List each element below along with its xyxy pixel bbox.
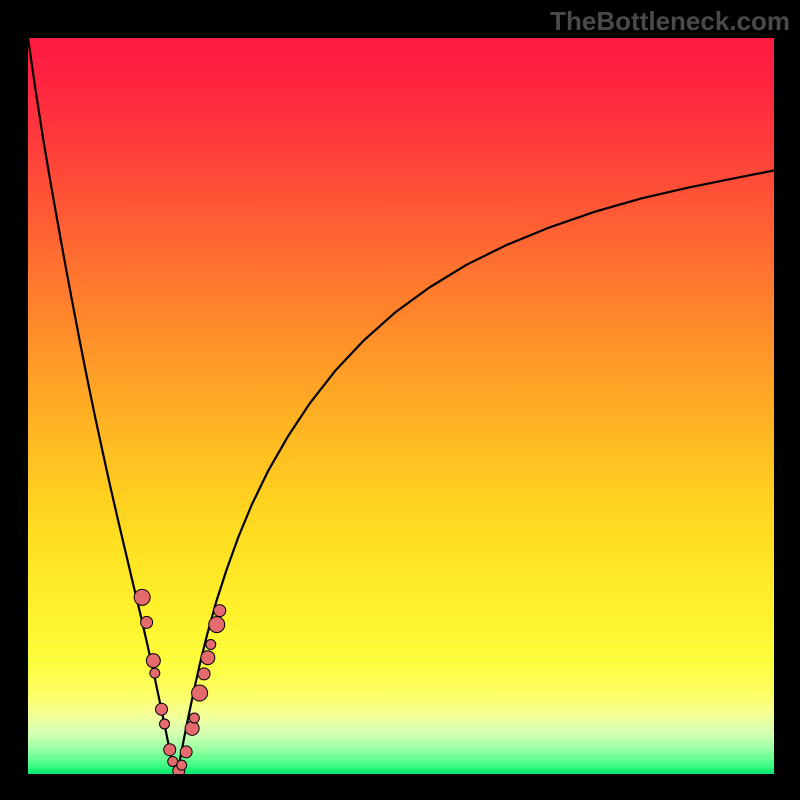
data-marker	[134, 589, 150, 605]
plot-area	[28, 38, 774, 774]
data-marker	[192, 685, 208, 701]
data-marker	[177, 760, 187, 770]
data-marker	[160, 719, 170, 729]
data-marker	[180, 746, 192, 758]
data-marker	[214, 605, 226, 617]
data-marker	[150, 668, 160, 678]
data-marker	[146, 654, 160, 668]
chart-frame: TheBottleneck.com	[0, 0, 800, 800]
watermark-text: TheBottleneck.com	[550, 6, 790, 37]
data-marker	[156, 703, 168, 715]
data-marker	[164, 744, 176, 756]
bottleneck-chart	[28, 38, 774, 774]
data-marker	[206, 639, 216, 649]
data-marker	[209, 617, 225, 633]
data-marker	[189, 713, 199, 723]
data-marker	[198, 668, 210, 680]
data-marker	[185, 721, 199, 735]
data-marker	[201, 651, 215, 665]
data-marker	[141, 616, 153, 628]
